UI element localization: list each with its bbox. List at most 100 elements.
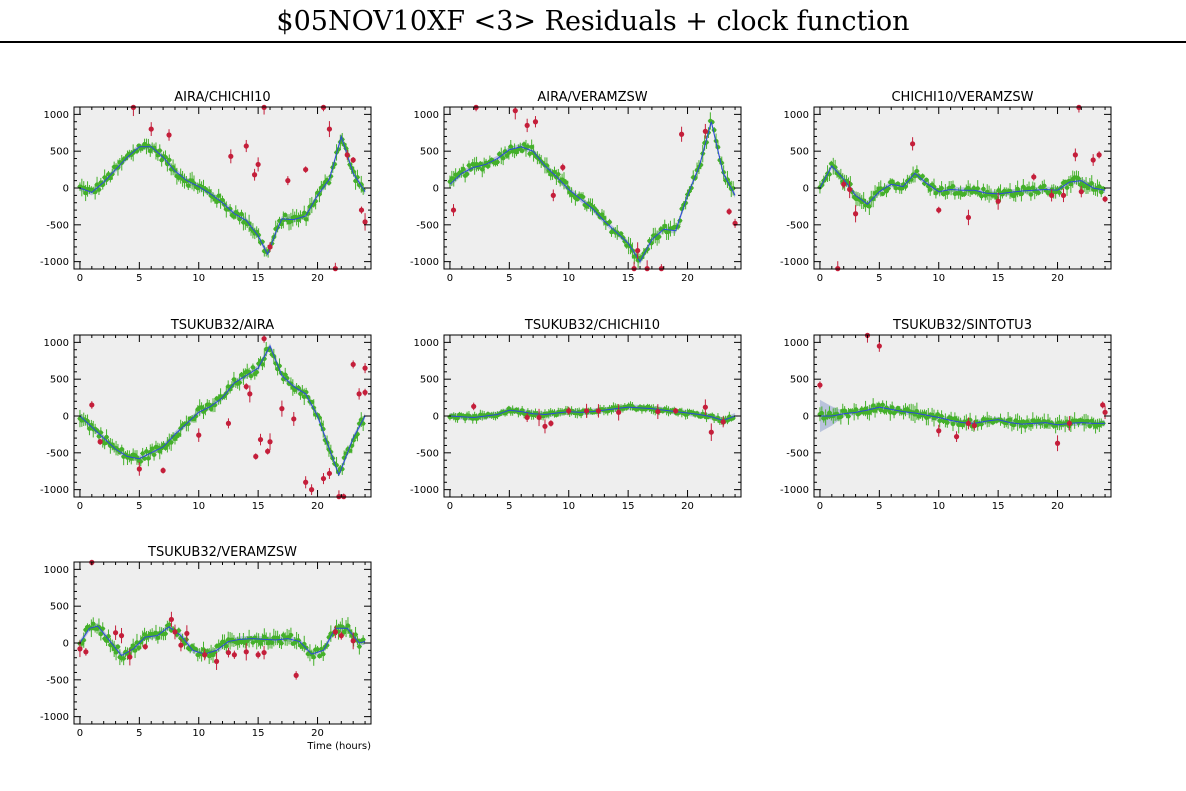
flagged-point	[350, 157, 356, 163]
flagged-point	[702, 404, 708, 410]
flagged-point	[160, 467, 166, 474]
good-point	[149, 446, 155, 451]
flagged-point	[548, 420, 554, 426]
flagged-point	[616, 409, 622, 415]
x-tick-label: 0	[77, 273, 83, 284]
flagged-point	[1090, 157, 1096, 163]
good-point	[283, 372, 288, 377]
flagged-point	[253, 453, 259, 460]
good-point	[527, 151, 532, 157]
good-point	[83, 190, 88, 196]
x-tick-label: 20	[1051, 501, 1064, 512]
flagged-point	[532, 119, 539, 125]
clock-function-line	[79, 134, 366, 256]
good-point	[819, 410, 825, 416]
good-point	[110, 171, 115, 177]
chart-panel: -1000 -500 0 500 1000 0 5 10 15 20 TSUKUB32/VERAMZ…	[40, 545, 372, 752]
flagged-point	[267, 244, 273, 250]
flagged-point	[524, 414, 530, 421]
good-point	[119, 447, 124, 452]
good-point	[227, 387, 233, 392]
flagged-point	[965, 420, 972, 426]
good-point	[939, 414, 944, 419]
good-point	[237, 380, 242, 385]
y-tick-label: -1000	[40, 485, 69, 496]
good-point	[888, 410, 893, 415]
good-point	[140, 636, 145, 641]
good-point	[950, 184, 956, 189]
x-tick-label: 5	[136, 728, 142, 739]
good-point	[870, 403, 876, 408]
good-point	[146, 456, 151, 461]
flagged-point	[1072, 152, 1078, 158]
good-point	[462, 416, 468, 421]
flagged-point	[168, 616, 175, 623]
good-point	[960, 423, 965, 428]
y-tick-label: -500	[786, 220, 809, 231]
good-point	[121, 656, 126, 661]
flagged-point	[243, 383, 249, 390]
good-point	[1028, 192, 1034, 197]
flagged-point	[136, 466, 142, 472]
good-point	[880, 191, 885, 197]
flagged-point	[1060, 192, 1067, 198]
flagged-point	[225, 420, 232, 426]
good-point	[360, 637, 366, 642]
good-point	[924, 177, 929, 183]
flagged-point	[936, 428, 942, 434]
good-point	[168, 440, 174, 445]
good-point	[102, 441, 107, 446]
clock-function-line	[79, 344, 366, 477]
x-tick-label: 15	[992, 273, 1005, 284]
good-point	[920, 173, 925, 179]
x-tick-label: 10	[192, 273, 205, 284]
x-tick-label: 20	[681, 273, 694, 284]
good-point	[303, 217, 309, 222]
good-point	[1021, 419, 1026, 424]
good-point	[87, 426, 92, 431]
good-point	[1043, 423, 1049, 428]
good-point	[1087, 423, 1093, 429]
clock-function-line	[449, 121, 736, 263]
good-point	[1064, 185, 1070, 190]
good-point	[357, 644, 362, 649]
y-tick-label: -500	[416, 448, 439, 459]
good-point	[302, 394, 307, 399]
flagged-point	[852, 211, 859, 217]
good-point	[317, 192, 322, 197]
flagged-point	[97, 439, 103, 445]
panel-title: TSUKUB32/VERAMZSW	[147, 545, 297, 560]
good-point	[1068, 181, 1074, 187]
flagged-point	[243, 143, 249, 149]
x-tick-label: 10	[562, 501, 575, 512]
good-point	[159, 157, 164, 163]
good-point	[321, 651, 326, 657]
flagged-point	[350, 361, 356, 368]
flagged-point	[566, 408, 572, 414]
flagged-point	[251, 172, 258, 178]
good-point	[151, 452, 157, 458]
x-tick-label: 10	[192, 501, 205, 512]
good-point	[269, 640, 275, 646]
y-tick-label: 1000	[414, 110, 439, 121]
title-rule	[0, 41, 1186, 43]
x-tick-label: 20	[311, 501, 324, 512]
good-point	[927, 187, 933, 192]
x-tick-label: 20	[311, 728, 324, 739]
flagged-point	[77, 646, 83, 652]
good-point	[100, 626, 105, 631]
flagged-point	[303, 166, 309, 173]
good-point	[157, 449, 162, 454]
good-point	[945, 190, 950, 196]
x-tick-label: 5	[876, 273, 882, 284]
y-tick-label: 500	[50, 375, 69, 386]
good-point	[622, 239, 628, 244]
flagged-point	[279, 406, 285, 412]
flagged-point	[142, 644, 148, 650]
flagged-point	[350, 638, 356, 644]
plot-area	[74, 335, 371, 497]
good-point	[939, 185, 944, 191]
y-tick-label: -1000	[40, 257, 69, 268]
good-point	[464, 171, 470, 177]
good-point	[220, 197, 225, 203]
